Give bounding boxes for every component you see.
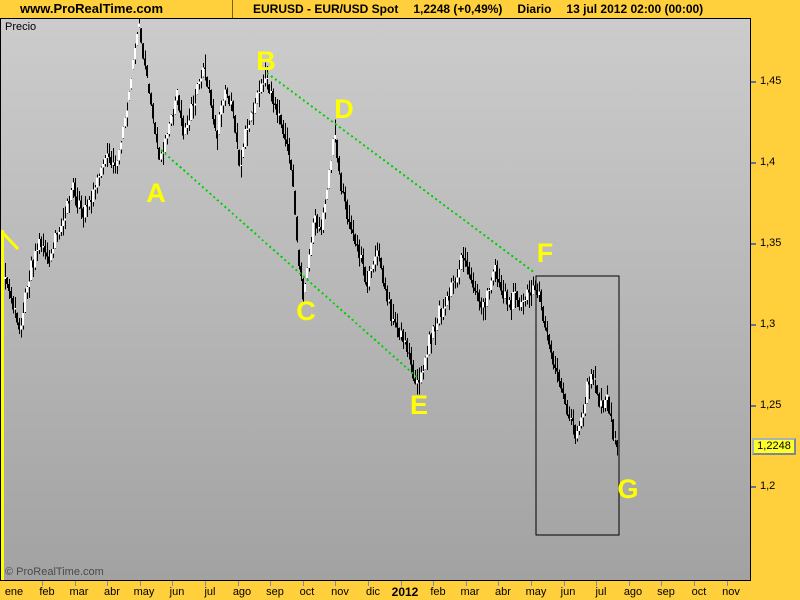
price-tick — [751, 324, 756, 326]
month-tick — [629, 581, 630, 586]
month-label-may-4: may — [133, 586, 155, 598]
month-label-2012-12: 2012 — [391, 585, 419, 599]
month-tick — [466, 581, 467, 586]
month-label-nov-22: nov — [722, 586, 740, 598]
price-tick — [751, 81, 756, 83]
month-label-may-16: may — [525, 586, 547, 598]
candle-series — [2, 19, 618, 456]
month-label-oct-21: oct — [691, 586, 707, 598]
month-label-feb-13: feb — [430, 586, 446, 598]
yellow-trendline-offscreen[interactable] — [1, 229, 20, 580]
month-label-feb-1: feb — [39, 586, 55, 598]
wave-label-D[interactable]: D — [334, 94, 354, 124]
price-tick — [751, 243, 756, 245]
price-tick-label: 1,2 — [760, 480, 776, 492]
wave-label-A[interactable]: A — [146, 178, 166, 208]
month-tick — [596, 581, 597, 586]
month-tick — [498, 581, 499, 586]
month-tick — [238, 581, 239, 586]
month-label-mar-2: mar — [69, 586, 89, 598]
price-tick — [751, 405, 756, 407]
month-tick — [107, 581, 108, 586]
month-label-jun-5: jun — [169, 586, 185, 598]
price-tick — [751, 486, 756, 488]
price-axis[interactable]: 1,2248 1,45 1,4 1,35 1,3 1,25 1,2 — [751, 19, 800, 581]
wave-label-C[interactable]: C — [296, 296, 316, 326]
month-label-ene-0: ene — [4, 586, 24, 598]
title-bar-info: EURUSD - EUR/USD Spot 1,2248 (+0,49%) Di… — [253, 0, 703, 18]
month-tick — [140, 581, 141, 586]
month-label-jul-18: jul — [595, 586, 607, 598]
price-tick — [751, 162, 756, 164]
green-trendline-2[interactable] — [266, 72, 536, 274]
copyright-label: © ProRealTime.com — [5, 566, 104, 578]
green-trendline-1[interactable] — [160, 149, 419, 379]
timeframe-label: Diario — [517, 2, 552, 16]
month-tick — [75, 581, 76, 586]
bar-datetime: 13 jul 2012 02:00 (00:00) — [566, 2, 704, 16]
month-tick — [368, 581, 369, 586]
last-price-change: 1,2248 (+0,49%) — [413, 2, 503, 16]
wave-label-G[interactable]: G — [617, 474, 638, 504]
month-label-abr-3: abr — [104, 586, 120, 598]
brand-link[interactable]: www.ProRealTime.com — [20, 1, 164, 16]
month-label-ago-7: ago — [232, 586, 252, 598]
wave-label-B[interactable]: B — [256, 46, 276, 76]
month-tick — [401, 581, 402, 586]
chart-area[interactable]: A B C D E F G Precio © ProRealTime.com — [0, 18, 751, 581]
month-tick — [727, 581, 728, 586]
wave-label-E[interactable]: E — [410, 390, 428, 420]
last-price-tag: 1,2248 — [752, 438, 796, 455]
month-tick — [303, 581, 304, 586]
price-tick-label: 1,3 — [760, 318, 776, 330]
month-tick — [433, 581, 434, 586]
price-tick-label: 1,4 — [760, 156, 776, 168]
price-tick-label: 1,25 — [760, 399, 782, 411]
month-label-ago-19: ago — [623, 586, 643, 598]
month-tick — [531, 581, 532, 586]
symbol-title: EURUSD - EUR/USD Spot — [253, 2, 399, 16]
month-tick — [335, 581, 336, 586]
price-tick-label: 1,45 — [760, 75, 782, 87]
month-label-oct-9: oct — [299, 586, 315, 598]
month-tick — [172, 581, 173, 586]
price-tick-label: 1,35 — [760, 237, 782, 249]
month-label-mar-14: mar — [460, 586, 480, 598]
price-pane-label: Precio — [5, 21, 37, 33]
month-label-nov-10: nov — [331, 586, 349, 598]
candlestick-chart: A B C D E F G — [1, 19, 639, 580]
month-tick — [564, 581, 565, 586]
month-label-sep-8: sep — [266, 586, 284, 598]
month-tick — [661, 581, 662, 586]
time-axis[interactable]: ene feb mar abr may jun jul ago sep oct nov dic 2012… — [0, 581, 800, 600]
month-label-sep-20: sep — [657, 586, 675, 598]
wave-label-F[interactable]: F — [537, 238, 554, 268]
month-label-jun-17: jun — [560, 586, 576, 598]
month-tick — [205, 581, 206, 586]
month-tick — [270, 581, 271, 586]
annotation-box[interactable] — [535, 275, 620, 536]
title-bar: www.ProRealTime.com EURUSD - EUR/USD Spo… — [0, 0, 800, 18]
month-label-abr-15: abr — [495, 586, 511, 598]
month-tick — [694, 581, 695, 586]
month-tick — [42, 581, 43, 586]
month-label-jul-6: jul — [204, 586, 216, 598]
title-bar-divider — [232, 0, 233, 18]
month-label-dic-11: dic — [365, 586, 381, 598]
